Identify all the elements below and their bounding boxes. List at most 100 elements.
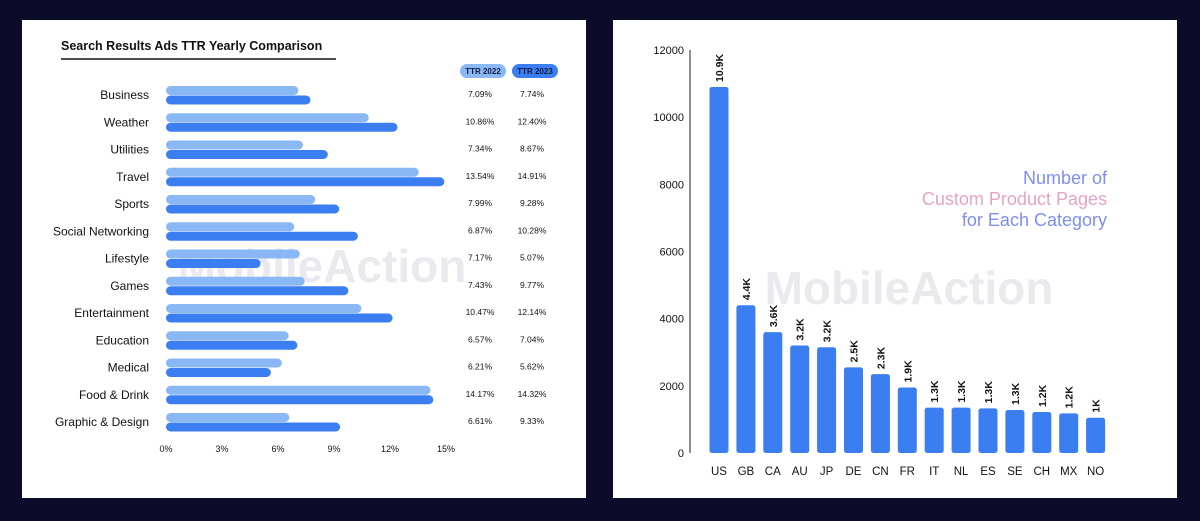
y-tick-label: 2000 <box>660 381 684 393</box>
data-label: 3.2K <box>795 318 807 341</box>
data-label: 2.5K <box>849 340 861 363</box>
data-label: 1.9K <box>902 360 914 383</box>
x-tick-label: DE <box>846 466 862 478</box>
category-label: Business <box>100 88 149 102</box>
value-label-2023: 14.91% <box>518 171 547 181</box>
bar-ttr-2023 <box>166 259 261 268</box>
ttr-comparison-chart: MobileAction Search Results Ads TTR Year… <box>53 39 558 454</box>
value-label-2022: 6.57% <box>468 334 493 344</box>
x-tick-label: 6% <box>271 444 284 454</box>
value-label-2022: 6.21% <box>468 362 493 372</box>
x-tick-label: ES <box>980 466 996 478</box>
x-tick-label: GB <box>738 466 755 478</box>
y-tick-label: 6000 <box>660 247 684 259</box>
data-label: 1K <box>1091 399 1103 413</box>
category-label: Games <box>110 279 149 293</box>
bar <box>870 374 890 453</box>
value-label-2023: 12.40% <box>518 116 547 126</box>
category-label: Graphic & Design <box>55 415 149 429</box>
bar-ttr-2023 <box>166 313 393 323</box>
data-label: 1.3K <box>983 381 995 404</box>
x-tick-label: FR <box>900 466 915 478</box>
value-label-2023: 12.14% <box>518 307 547 317</box>
category-label: Lifestyle <box>105 252 149 266</box>
bar-ttr-2023 <box>166 150 328 159</box>
bar-ttr-2023 <box>166 231 358 241</box>
bar-ttr-2022 <box>166 222 295 232</box>
value-label-2023: 5.62% <box>520 362 545 372</box>
bar-ttr-2023 <box>166 422 341 432</box>
data-label: 10.9K <box>714 54 726 82</box>
chart-title: Search Results Ads TTR Yearly Comparison <box>61 39 322 53</box>
subtitle-line-1: Number of <box>1023 168 1108 188</box>
x-tick-label: US <box>711 466 727 478</box>
category-label: Weather <box>104 115 149 129</box>
bar <box>1005 410 1025 453</box>
x-tick-label: 3% <box>215 444 228 454</box>
legend-label-2023: TTR 2023 <box>517 67 553 76</box>
value-label-2023: 10.28% <box>518 225 547 235</box>
value-label-2022: 7.34% <box>468 144 493 154</box>
x-tick-label: CH <box>1033 466 1050 478</box>
data-label: 4.4K <box>741 278 753 301</box>
x-tick-label: MX <box>1060 466 1078 478</box>
value-label-2022: 7.09% <box>468 89 493 99</box>
x-axis-ticks: 0% 3% 6% 9% 12% 15% <box>159 444 455 454</box>
bar-ttr-2023 <box>166 286 349 296</box>
bar-ttr-2022 <box>166 113 369 123</box>
bar <box>790 345 810 453</box>
data-label: 1.2K <box>1037 384 1049 407</box>
bar <box>924 407 944 453</box>
x-tick-label: 9% <box>327 444 340 454</box>
y-axis-ticks: 0 2000 4000 6000 8000 10000 12000 <box>653 45 684 460</box>
x-tick-label: CA <box>765 466 781 478</box>
bar-ttr-2022 <box>166 249 300 259</box>
y-tick-label: 8000 <box>660 179 684 191</box>
bar-ttr-2022 <box>166 304 362 313</box>
category-label: Food & Drink <box>79 388 150 402</box>
value-label-2023: 9.28% <box>520 198 545 208</box>
bar-ttr-2023 <box>166 177 445 187</box>
y-tick-label: 4000 <box>660 314 684 326</box>
x-tick-label: CN <box>872 466 889 478</box>
left-chart-panel: MobileAction Search Results Ads TTR Year… <box>22 20 586 498</box>
legend-badge-2023 <box>512 64 558 78</box>
category-label: Travel <box>116 170 149 184</box>
legend-badge-2022 <box>460 64 506 78</box>
x-tick-label: 15% <box>437 444 455 454</box>
category-label: Utilities <box>110 143 149 157</box>
bars: 10.9K US 4.4K GB 3.6K CA 3.2K AU 3.2K JP 2.5K DE 2.3… <box>709 54 1106 478</box>
x-tick-label: AU <box>792 466 808 478</box>
x-tick-label: NO <box>1087 466 1104 478</box>
value-label-2023: 7.04% <box>520 334 545 344</box>
category-label: Education <box>96 333 149 347</box>
value-label-2022: 14.17% <box>466 389 495 399</box>
bar <box>978 408 998 453</box>
category-label: Medical <box>108 361 149 375</box>
watermark-text: MobileAction <box>765 262 1054 314</box>
subtitle-line-3: for Each Category <box>962 210 1107 230</box>
chart-subtitle: Number of Custom Product Pages for Each … <box>922 168 1108 230</box>
x-tick-label: JP <box>820 466 834 478</box>
bar-ttr-2022 <box>166 331 289 341</box>
bar <box>844 367 863 453</box>
x-tick-label: 12% <box>381 444 399 454</box>
value-label-2023: 9.77% <box>520 280 545 290</box>
bar-ttr-2022 <box>166 86 299 95</box>
value-label-2022: 7.43% <box>468 280 493 290</box>
value-label-2023: 9.33% <box>520 416 545 426</box>
value-label-2022: 13.54% <box>466 171 495 181</box>
y-tick-label: 0 <box>678 448 684 460</box>
x-tick-label: IT <box>929 466 939 478</box>
data-label: 1.2K <box>1064 386 1076 409</box>
data-label: 1.3K <box>929 380 941 403</box>
bar <box>1086 417 1106 453</box>
bar-ttr-2022 <box>166 140 304 150</box>
value-label-2022: 7.17% <box>468 253 493 263</box>
value-label-2023: 7.74% <box>520 89 545 99</box>
data-label: 3.2K <box>822 320 834 343</box>
bar <box>1059 413 1079 453</box>
y-tick-label: 10000 <box>653 112 684 124</box>
x-tick-label: NL <box>954 466 969 478</box>
value-label-2022: 10.86% <box>466 116 495 126</box>
